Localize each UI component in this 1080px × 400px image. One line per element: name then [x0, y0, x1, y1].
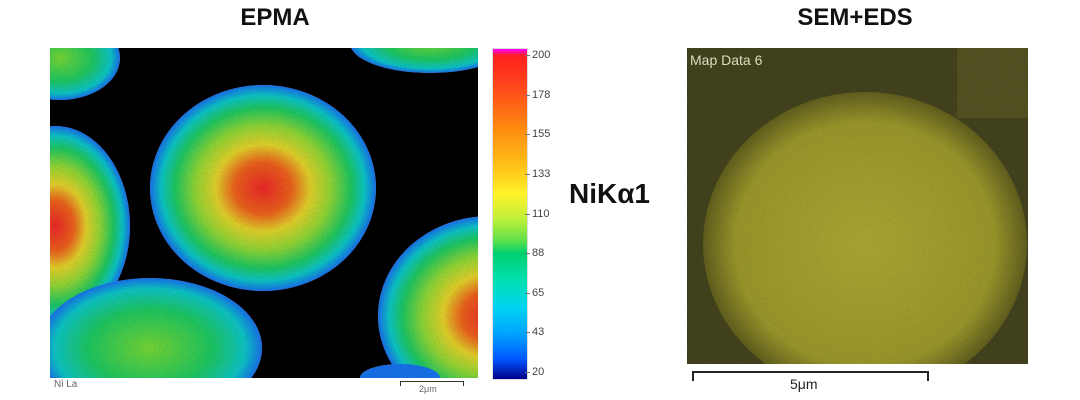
- colorbar-tick-mark: [525, 213, 530, 215]
- colorbar-tick-mark: [525, 372, 530, 373]
- colorbar-tick-mark: [525, 253, 530, 255]
- element-line-label: NiKα1: [569, 178, 651, 209]
- colorbar-tick-mark: [525, 173, 530, 175]
- colorbar-tick-label: 200: [532, 49, 551, 61]
- colorbar-tick-mark: [525, 94, 530, 96]
- colorbar-tick-label: 110: [532, 207, 550, 220]
- epma-map-image: [50, 48, 478, 378]
- colorbar-tick-mark: [525, 134, 530, 136]
- sem-scale-label: 5μm: [790, 376, 818, 392]
- epma-scale-bar: [400, 381, 464, 386]
- sem-scale-bar: [692, 371, 929, 381]
- colorbar-tick-mark: [525, 292, 530, 294]
- epma-title: EPMA: [240, 4, 310, 31]
- colorbar-tick-mark: [525, 332, 530, 334]
- colorbar-tick-label: 65: [532, 286, 545, 299]
- colorbar-tick-label: 178: [532, 88, 551, 101]
- epma-footer: Ni La 2μm: [50, 378, 478, 394]
- epma-element-label: Ni La: [54, 379, 78, 390]
- sem-eds-title: SEM+EDS: [797, 4, 913, 31]
- colorbar-tick-label: 88: [532, 247, 545, 260]
- colorbar-tick-mark: [525, 55, 530, 56]
- colorbar-tick-label: 155: [532, 128, 551, 141]
- colorbar-tick-label: 43: [532, 326, 545, 339]
- colorbar-tick-label: 20: [532, 366, 545, 378]
- intensity-colorbar: [492, 48, 528, 380]
- epma-scale-label: 2μm: [419, 384, 437, 394]
- sem-map-label: Map Data 6: [690, 52, 763, 68]
- sem-eds-map-image: [687, 48, 1028, 364]
- colorbar-tick-label: 133: [532, 167, 551, 180]
